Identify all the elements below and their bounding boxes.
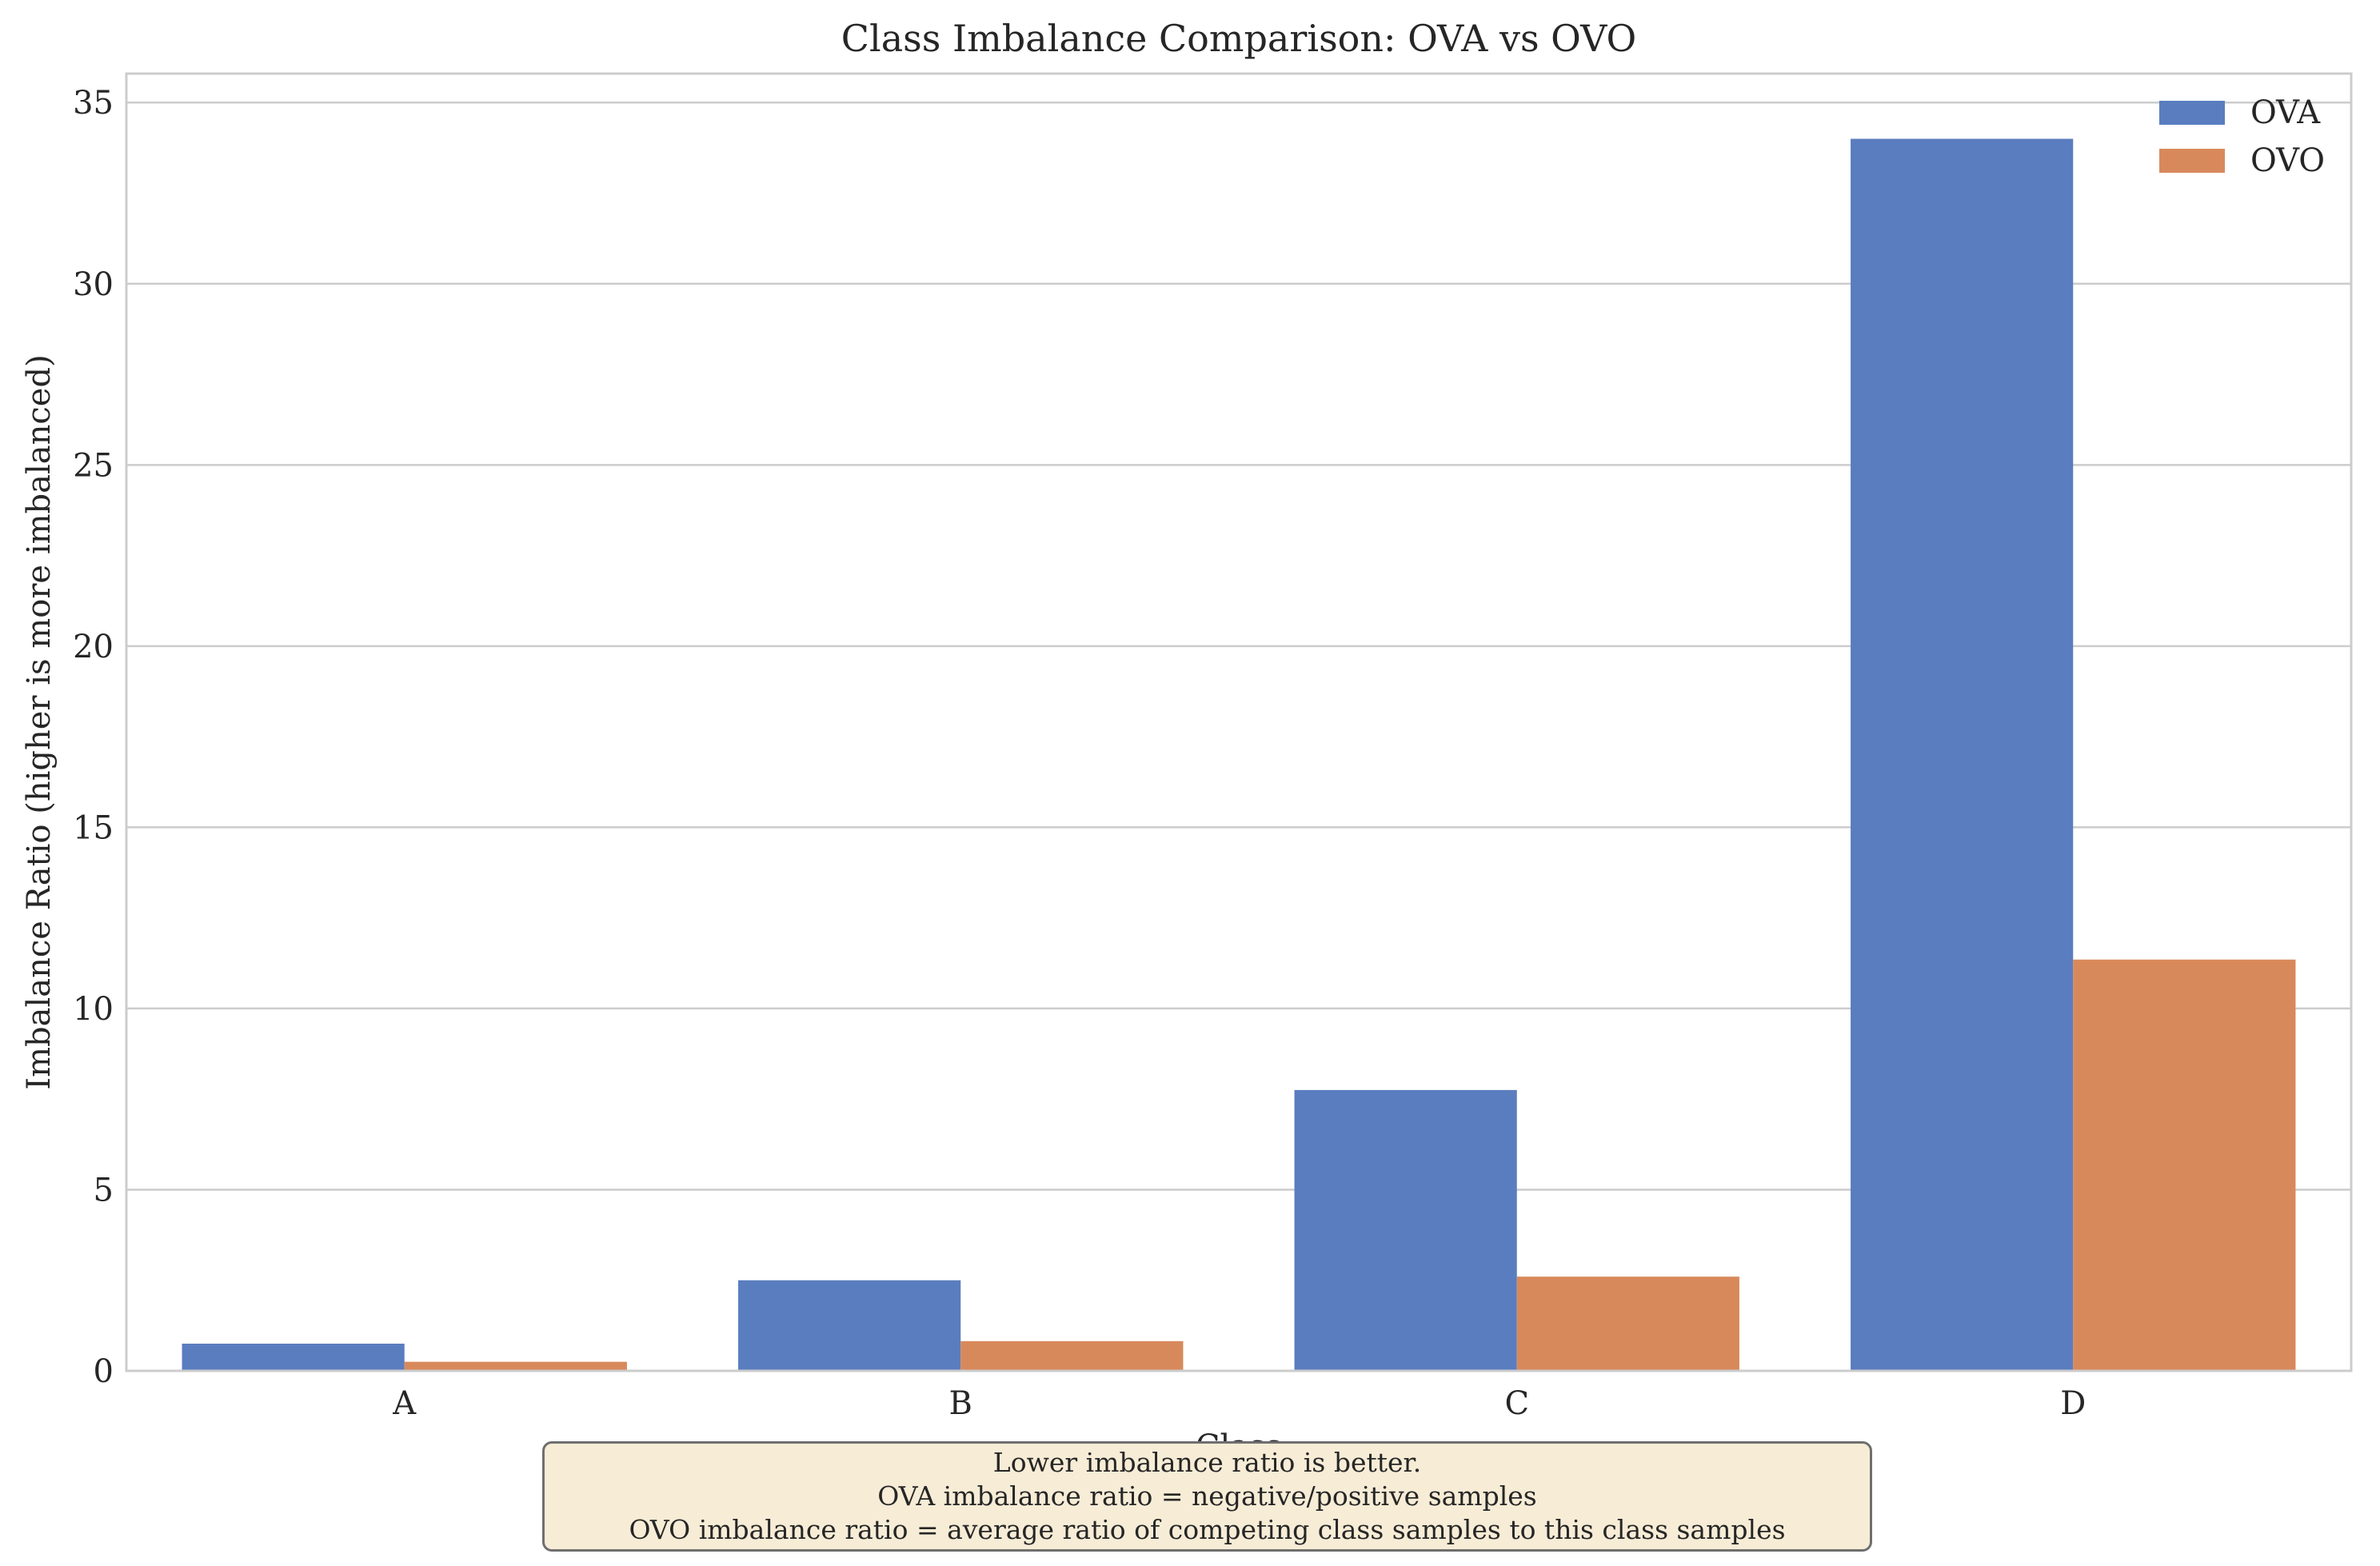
annotation-line: OVO imbalance ratio = average ratio of c… (629, 1514, 1786, 1545)
legend: OVA OVO (2159, 94, 2325, 179)
x-tick-label: D (2060, 1385, 2086, 1422)
annotation-line: OVA imbalance ratio = negative/positive … (877, 1480, 1537, 1512)
annotation-box: Lower imbalance ratio is better. OVA imb… (542, 1441, 1872, 1552)
y-tick-label: 0 (94, 1353, 114, 1390)
y-tick-label: 35 (73, 85, 114, 122)
x-tick-label: C (1504, 1385, 1529, 1422)
y-tick-label: 30 (73, 266, 114, 303)
bar-ovo-a (404, 1361, 627, 1371)
x-tick-label: B (949, 1385, 972, 1422)
bars (182, 138, 2296, 1371)
bar-ova-c (1294, 1089, 1517, 1371)
plot-frame (125, 72, 2353, 1372)
y-tick-label: 20 (73, 629, 114, 665)
legend-label-ovo: OVO (2250, 142, 2325, 179)
y-gridlines (126, 101, 2351, 1372)
bar-ova-a (182, 1344, 405, 1371)
chart-title: Class Imbalance Comparison: OVA vs OVO (841, 17, 1636, 60)
bar-ova-d (1851, 138, 2074, 1371)
bar-ovo-c (1516, 1276, 1739, 1371)
annotation-line: Lower imbalance ratio is better. (992, 1447, 1422, 1478)
y-tick-label: 15 (73, 809, 114, 846)
y-tick-label: 25 (73, 447, 114, 484)
bar-ovo-d (2073, 959, 2296, 1371)
legend-label-ova: OVA (2250, 94, 2321, 131)
y-tick-label: 5 (94, 1172, 114, 1208)
bar-ova-b (738, 1280, 961, 1371)
bar-ovo-b (960, 1340, 1184, 1371)
legend-swatch-ovo (2159, 149, 2225, 173)
x-tick-label: A (392, 1385, 417, 1422)
tick-labels: 0 5 10 15 20 25 30 35 A B C D (73, 85, 2086, 1422)
y-axis-label: Imbalance Ratio (higher is more imbalanc… (21, 354, 58, 1089)
y-tick-label: 10 (73, 991, 114, 1028)
legend-swatch-ova (2159, 101, 2225, 125)
